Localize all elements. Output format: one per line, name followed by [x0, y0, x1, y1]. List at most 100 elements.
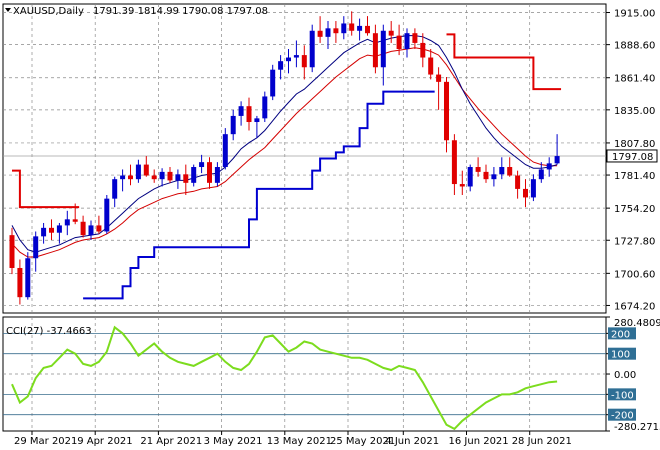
price-tick-label: 1754.20 — [614, 204, 655, 215]
cci-tick-label: 200 — [611, 329, 630, 340]
cci-tick-label: -100 — [611, 390, 634, 401]
candle-body — [262, 96, 268, 119]
stop-red-line — [446, 33, 562, 91]
candle-body — [301, 55, 307, 68]
candle-body — [286, 57, 291, 62]
candle-body — [451, 140, 457, 185]
candle-body — [554, 156, 560, 164]
date-tick-label: 3 May 2021 — [204, 436, 263, 447]
candle-body — [167, 171, 173, 181]
stop-red-line — [12, 169, 80, 209]
price-tick-label: 1807.80 — [614, 139, 655, 150]
price-tick-label: 1781.40 — [614, 171, 655, 182]
price-tick-label: 1674.20 — [614, 301, 655, 312]
date-tick-label: 21 Apr 2021 — [140, 436, 202, 447]
candle-body — [120, 175, 126, 180]
candle-body — [238, 106, 244, 116]
candle-body — [143, 164, 149, 176]
candle-body — [270, 69, 276, 97]
symbol-label: XAUUSD,Daily — [13, 6, 84, 17]
cci-series — [11, 325, 558, 431]
candle-body — [317, 30, 323, 37]
candle-body — [380, 30, 386, 68]
candle-body — [49, 227, 54, 233]
candle-body — [254, 118, 260, 123]
price-tick-label: 1888.60 — [614, 41, 655, 52]
date-tick-label: 13 May 2021 — [267, 436, 332, 447]
price-tick-label: 1915.00 — [614, 9, 655, 20]
date-tick-label: 25 May 2021 — [330, 436, 395, 447]
candle-body — [530, 179, 536, 198]
candle-body — [41, 227, 47, 237]
candle-body — [325, 28, 331, 37]
ma-navy-line — [11, 35, 558, 253]
candle-body — [357, 25, 363, 31]
candle-body — [175, 174, 181, 181]
candle-body — [420, 42, 426, 58]
candle-body — [64, 219, 70, 226]
candle-body — [33, 236, 39, 259]
price-tick-label: 1861.40 — [614, 74, 655, 85]
candles — [9, 11, 560, 305]
candle-body — [483, 171, 489, 180]
candle-body — [396, 35, 402, 50]
candle-body — [459, 184, 465, 187]
cci-tick-label: 280.4809 — [614, 318, 660, 329]
price-tick-label: 1727.80 — [614, 236, 655, 247]
date-tick-label: 28 Jun 2021 — [512, 436, 572, 447]
cci-level-box — [608, 408, 636, 421]
ohlc-label: 1791.39 1814.99 1790.08 1797.08 — [93, 6, 268, 17]
candle-body — [151, 175, 157, 180]
candle-body — [546, 163, 552, 170]
candle-body — [9, 235, 15, 268]
ma-red-line — [11, 47, 558, 258]
candle-body — [333, 28, 339, 34]
candle-body — [25, 258, 31, 298]
candle-body — [515, 175, 521, 189]
cci-tick-label: -200 — [611, 411, 634, 422]
candle-body — [475, 167, 481, 172]
candle-body — [112, 179, 118, 199]
candle-body — [499, 167, 505, 175]
chart-title: XAUUSD,Daily 1791.39 1814.99 1790.08 179… — [13, 6, 268, 17]
price-tick-label: 1700.60 — [614, 269, 655, 280]
candle-body — [246, 106, 252, 123]
cci-tick-label: 100 — [611, 350, 630, 361]
candle-body — [80, 221, 86, 236]
candle-body — [191, 167, 197, 183]
cci-level-box — [608, 327, 636, 340]
current-price-box — [606, 149, 658, 163]
cci-label: CCI(27) -37.4663 — [6, 326, 92, 337]
price-tick-label: 1835.00 — [614, 106, 655, 117]
candle-body — [159, 171, 165, 180]
cci-level-box — [608, 347, 636, 360]
dropdown-arrow-icon[interactable] — [5, 8, 11, 12]
candle-body — [428, 57, 434, 75]
candle-body — [507, 167, 513, 176]
candle-body — [349, 23, 355, 31]
candle-body — [372, 33, 378, 68]
candle-body — [365, 25, 370, 34]
candle-body — [309, 30, 315, 68]
candle-body — [56, 225, 62, 233]
candle-body — [207, 162, 212, 183]
date-tick-label: 9 Apr 2021 — [77, 436, 132, 447]
candle-body — [404, 33, 410, 50]
candle-body — [17, 267, 23, 298]
candle-body — [278, 61, 284, 70]
candle-body — [491, 174, 497, 180]
candle-body — [72, 219, 78, 222]
candle-body — [388, 30, 394, 36]
main-panel: 1915.00 1888.60 1861.40 1835.00 1807.80 1781.… — [2, 3, 658, 314]
date-tick-label: 29 Mar 2021 — [14, 436, 77, 447]
candle-body — [412, 33, 418, 43]
cci-level-box — [608, 388, 636, 401]
candle-body — [436, 74, 442, 82]
cci-line — [11, 325, 558, 431]
candle-body — [467, 167, 473, 187]
candle-body — [88, 225, 94, 236]
cci-tick-label: 0.00 — [614, 370, 636, 381]
price-axis: 1915.00 1888.60 1861.40 1835.00 1807.80 1781.… — [606, 9, 658, 312]
